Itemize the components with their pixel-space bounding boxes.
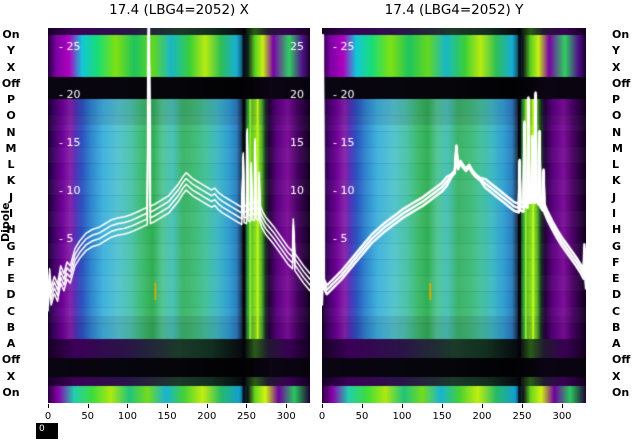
- row-label: X: [612, 369, 621, 383]
- row-label: M: [5, 141, 17, 155]
- x-tick-mark: [246, 404, 248, 408]
- row-label: On: [612, 28, 630, 41]
- x-tick-mark: [286, 404, 288, 408]
- x-tick-label: 200: [197, 411, 217, 422]
- x-tick-mark: [87, 404, 89, 408]
- x-tick-mark: [322, 404, 323, 408]
- row-label: X: [6, 60, 16, 74]
- row-label: C: [612, 304, 621, 318]
- row-label: B: [612, 320, 621, 334]
- row-label: J: [612, 190, 617, 204]
- row-label: I: [612, 206, 617, 220]
- x-tick-mark: [482, 404, 483, 408]
- row-label: Off: [612, 76, 631, 90]
- row-label: P: [6, 93, 16, 107]
- row-label: D: [6, 288, 16, 302]
- x-tick-label: 300: [552, 411, 572, 422]
- row-label: E: [612, 272, 620, 286]
- row-label: C: [6, 304, 16, 318]
- row-label: I: [8, 206, 14, 220]
- x-tick-label: 50: [355, 411, 369, 422]
- x-tick-mark: [562, 404, 563, 408]
- row-label: D: [612, 288, 622, 302]
- x-tick-label: 100: [392, 411, 412, 422]
- x-tick-mark: [206, 404, 208, 408]
- corner-legend-box: 0: [36, 423, 58, 439]
- row-label: G: [612, 239, 622, 253]
- row-labels-left: On Y X Off P O N M L K J I H G F E D C B A Off X On: [0, 0, 22, 440]
- x-tick-label: 150: [432, 411, 452, 422]
- row-label: Y: [7, 44, 15, 58]
- row-label: X: [6, 369, 16, 383]
- row-label: On: [2, 385, 20, 399]
- x-tick-mark: [127, 404, 129, 408]
- row-label: E: [7, 272, 15, 286]
- x-tick-mark: [522, 404, 523, 408]
- row-label: Off: [1, 76, 21, 90]
- x-tick-label: 300: [276, 411, 296, 422]
- row-label: F: [7, 255, 15, 269]
- x-tick-label: 200: [472, 411, 492, 422]
- row-label: A: [6, 337, 16, 351]
- x-tick-label: 150: [157, 411, 177, 422]
- x-tick-label: 100: [117, 411, 137, 422]
- row-label: Off: [1, 353, 21, 367]
- x-tick-mark: [48, 404, 49, 408]
- row-label: N: [612, 125, 622, 139]
- row-label: O: [612, 109, 622, 123]
- row-label: K: [612, 174, 621, 188]
- row-label: N: [6, 125, 16, 139]
- x-tick-label: 250: [236, 411, 257, 422]
- x-tick-label: 0: [318, 411, 326, 422]
- row-label: L: [612, 158, 620, 172]
- row-label: Y: [612, 44, 620, 58]
- row-label: K: [6, 174, 16, 188]
- x-tick-mark: [402, 404, 403, 408]
- panel-title-y: 17.4 (LBG4=2052) Y: [384, 2, 524, 18]
- x-tick-label: 50: [81, 411, 95, 422]
- row-label: H: [612, 223, 622, 237]
- row-label: On: [612, 385, 630, 399]
- x-tick-mark: [442, 404, 443, 408]
- row-label: A: [612, 337, 621, 351]
- heatmap-panel-y: [322, 28, 586, 403]
- x-tick-mark: [167, 404, 169, 408]
- row-label: H: [6, 223, 16, 237]
- x-tick-mark: [362, 404, 363, 408]
- row-label: B: [6, 320, 16, 334]
- row-label: M: [612, 141, 623, 155]
- x-tick-label: 250: [512, 411, 532, 422]
- row-label: O: [6, 109, 16, 123]
- row-label: J: [8, 190, 14, 204]
- row-label: X: [612, 60, 621, 74]
- row-label: L: [7, 158, 15, 172]
- heatmap-panel-x: [48, 28, 310, 403]
- x-tick-label: 0: [44, 411, 52, 422]
- row-label: G: [6, 239, 16, 253]
- row-label: F: [612, 255, 620, 269]
- row-label: P: [612, 93, 621, 107]
- panel-title-x: 17.4 (LBG4=2052) X: [109, 2, 249, 18]
- row-label: On: [2, 28, 20, 41]
- row-labels-right: On Y X Off P O N M L K J I H G F E D C B A Off X On: [610, 0, 640, 440]
- row-label: Off: [612, 353, 631, 367]
- corner-legend-label: 0: [39, 424, 45, 434]
